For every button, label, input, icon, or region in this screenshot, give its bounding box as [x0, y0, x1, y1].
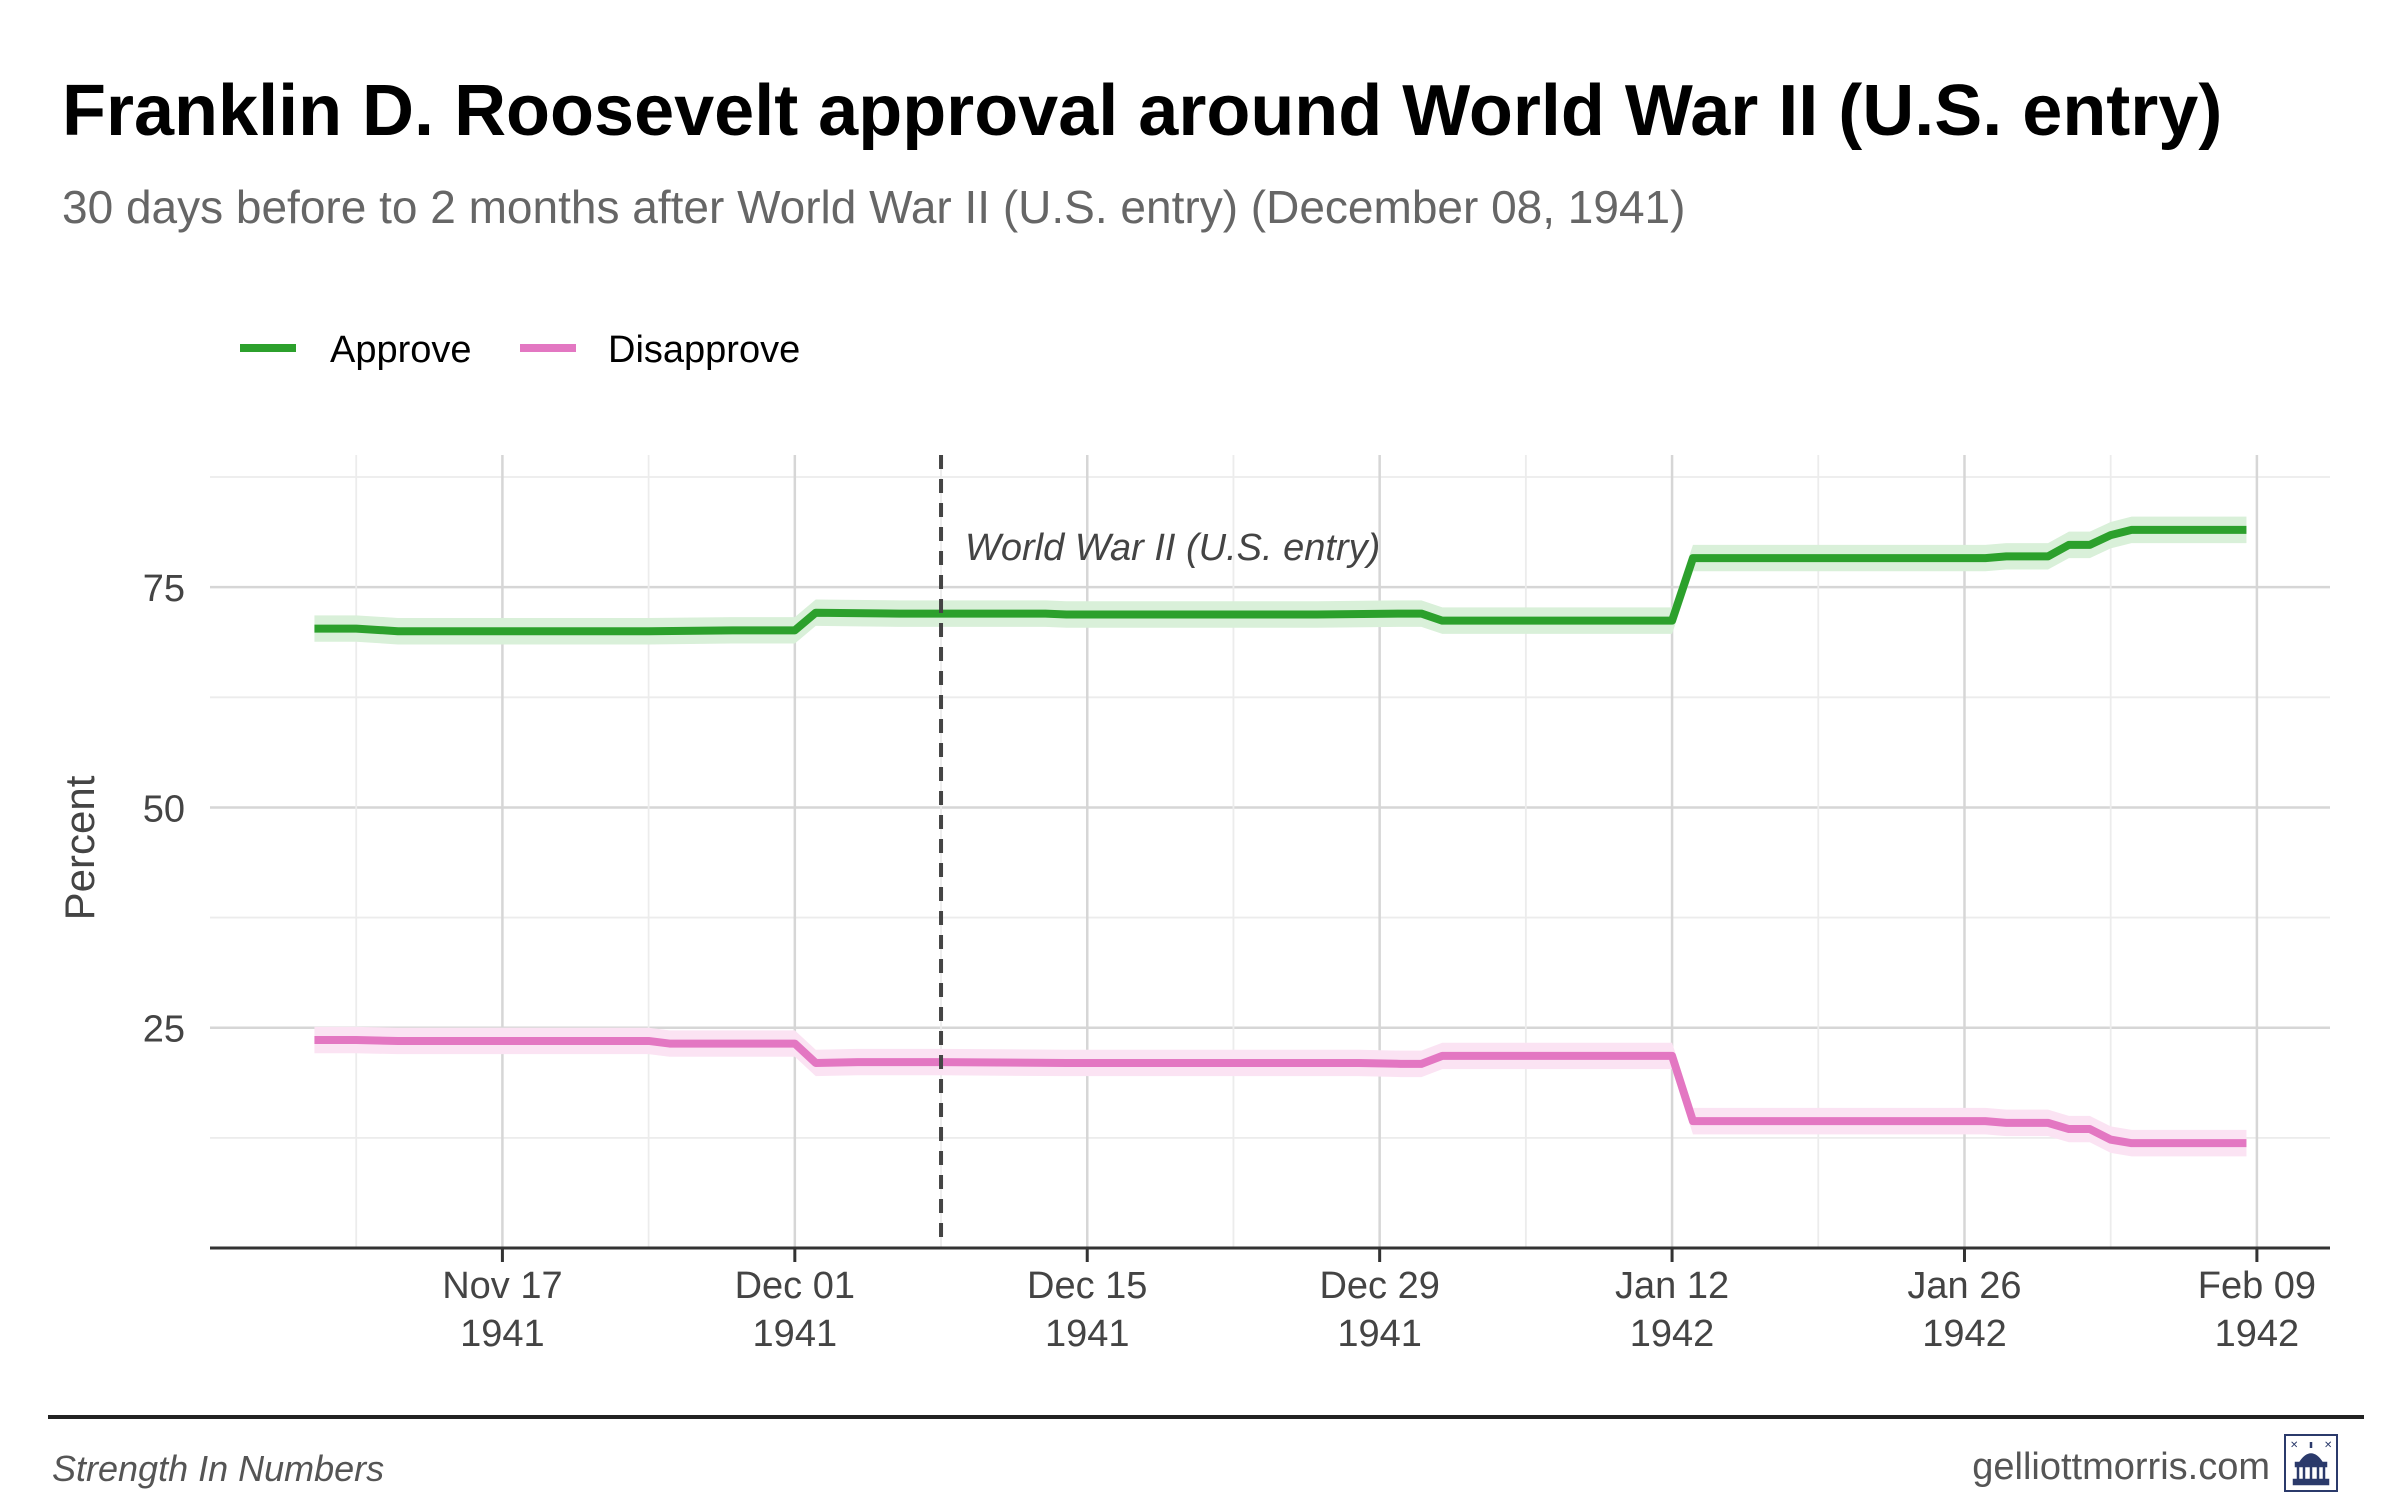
- x-tick-label: Dec 29: [1319, 1265, 1439, 1307]
- legend: Approve Disapprove: [240, 329, 800, 371]
- x-tick-label: Jan 12: [1615, 1265, 1729, 1307]
- svg-text:✕: ✕: [2290, 1440, 2298, 1451]
- legend-label-approve: Approve: [330, 329, 472, 371]
- x-tick-year: 1942: [2215, 1313, 2300, 1355]
- chart-subtitle: 30 days before to 2 months after World W…: [62, 181, 1686, 233]
- legend-label-disapprove: Disapprove: [608, 329, 800, 371]
- x-tick-label: Nov 17: [442, 1265, 562, 1307]
- event-label: World War II (U.S. entry): [965, 527, 1380, 569]
- capitol-logo-icon: ✕ ✕: [2284, 1434, 2338, 1492]
- footer-site[interactable]: gelliottmorris.com: [1972, 1446, 2270, 1488]
- x-tick-year: 1942: [1922, 1313, 2007, 1355]
- series-line-approve: [314, 525, 2247, 636]
- svg-text:✕: ✕: [2324, 1440, 2332, 1451]
- x-tick-year: 1942: [1630, 1313, 1715, 1355]
- x-tick-year: 1941: [753, 1313, 838, 1355]
- band-approve: [314, 516, 2247, 645]
- footer-source: Strength In Numbers: [52, 1448, 385, 1489]
- y-tick-label: 25: [143, 1009, 185, 1051]
- series-line-disapprove: [314, 1036, 2247, 1148]
- chart-title: Franklin D. Roosevelt approval around Wo…: [62, 71, 2223, 151]
- y-axis-label: Percent: [56, 775, 103, 920]
- footer-divider: [48, 1415, 2364, 1419]
- x-tick-year: 1941: [460, 1313, 545, 1355]
- y-tick-label: 50: [143, 788, 185, 830]
- event-marker: World War II (U.S. entry): [939, 455, 1380, 1248]
- grid: [210, 455, 2330, 1248]
- axes: 25 50 75 Nov 17 1941 Dec 01 1941 Dec 15 1941 Dec …: [143, 568, 2330, 1355]
- x-tick-year: 1941: [1045, 1313, 1130, 1355]
- band-disapprove: [314, 1026, 2247, 1157]
- x-tick-label: Jan 26: [1907, 1265, 2021, 1307]
- series-lines: [314, 525, 2247, 1148]
- x-tick-label: Dec 01: [735, 1265, 855, 1307]
- x-tick-label: Dec 15: [1027, 1265, 1147, 1307]
- x-tick-year: 1941: [1337, 1313, 1422, 1355]
- y-tick-label: 75: [143, 568, 185, 610]
- x-tick-label: Feb 09: [2198, 1265, 2316, 1307]
